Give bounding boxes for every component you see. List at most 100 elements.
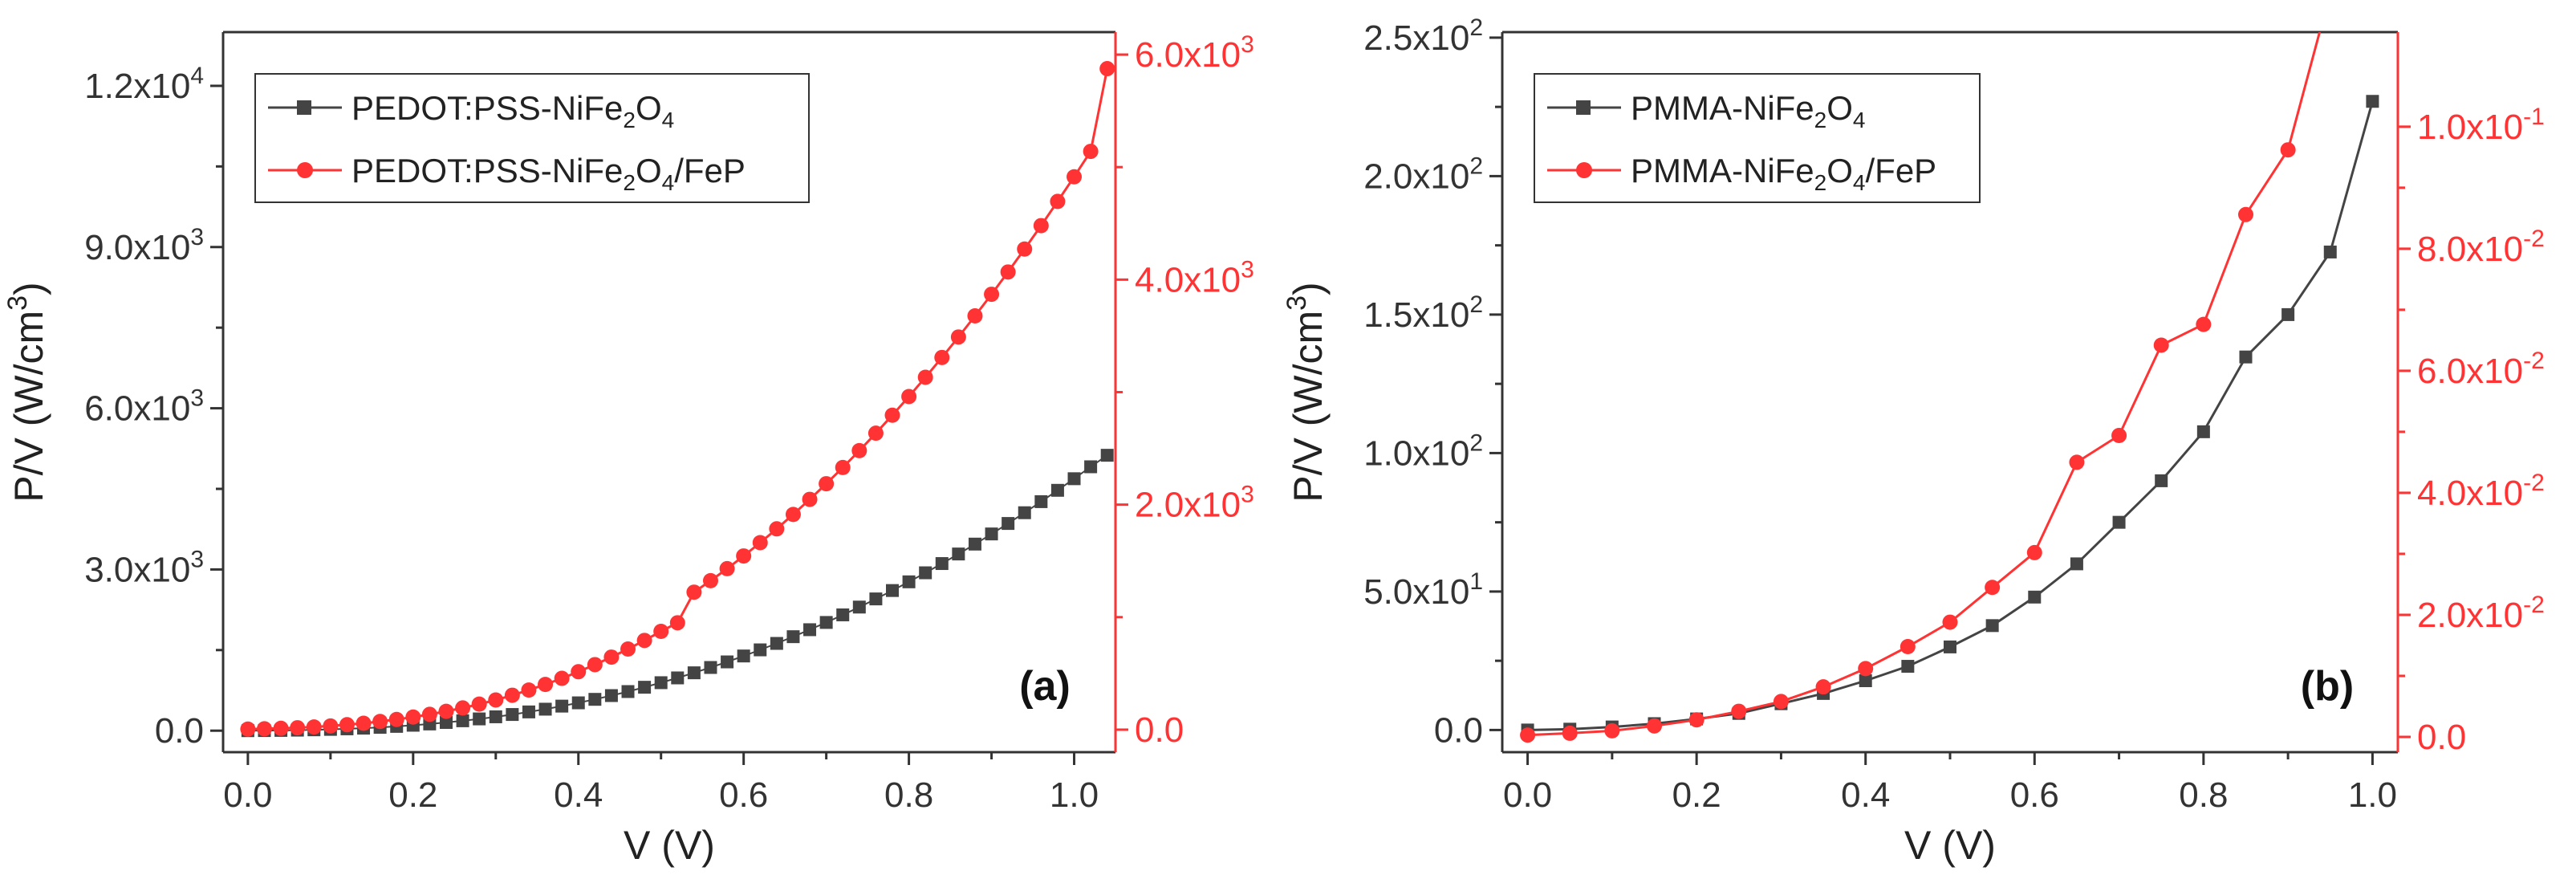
y-tick-label-left: 2.0x102	[1363, 153, 1483, 196]
data-point-circle	[554, 670, 570, 686]
legend-name: PMMA-NiFe	[1631, 152, 1814, 189]
data-point-square	[621, 685, 635, 698]
data-point-circle	[2237, 206, 2253, 222]
y-label-close: )	[6, 282, 51, 295]
data-point-square	[786, 630, 800, 644]
y-tick-label-right: 2.0x103	[1135, 482, 1254, 525]
y-label-superscript: 3	[2, 295, 33, 311]
tick-mantissa: 1.2x10	[84, 67, 190, 106]
data-point-circle	[867, 425, 884, 442]
x-tick-label: 0.0	[223, 775, 272, 815]
data-point-circle	[1520, 727, 1536, 743]
data-point-circle	[488, 692, 504, 708]
data-layer	[240, 61, 1115, 738]
legend-subscript: 4	[1853, 108, 1866, 132]
data-point-square	[803, 623, 817, 637]
tick-exponent: -2	[2523, 592, 2545, 618]
legend-name-tail: /FeP	[674, 152, 746, 189]
data-point-square	[721, 655, 734, 669]
legend-name-tail: /FeP	[1866, 152, 1937, 189]
legend-subscript: 4	[662, 170, 675, 195]
data-point-circle	[819, 476, 835, 492]
data-point-circle	[603, 649, 620, 665]
tick-exponent: -1	[2523, 104, 2545, 130]
data-point-square	[886, 584, 899, 597]
data-point-square	[1084, 460, 1098, 474]
chart-panel-b: 0.0 0.2 0.4 0.6 0.8 1.00.05.0x1011.0x1021.5x1…	[1282, 14, 2545, 868]
tick-mantissa: 3.0x10	[84, 550, 190, 589]
data-point-square	[555, 699, 569, 713]
data-point-circle	[1942, 614, 1958, 630]
y-tick-label-right: 8.0x10-2	[2417, 226, 2545, 269]
legend-box	[1534, 73, 1981, 203]
data-point-circle	[1050, 193, 1066, 210]
legend-subscript: 4	[662, 108, 675, 132]
x-tick-label: 0.4	[554, 775, 603, 815]
data-point-square	[836, 608, 850, 621]
data-point-circle	[984, 287, 1000, 303]
data-point-circle	[769, 521, 785, 537]
legend-marker-circle	[297, 162, 313, 178]
data-point-circle	[1688, 712, 1704, 728]
data-point-square	[1859, 673, 1872, 687]
data-point-square	[687, 666, 701, 680]
y-label-close: )	[1286, 282, 1331, 295]
legend-label: PMMA-NiFe2O4	[1631, 89, 1866, 132]
panel-label: (a)	[1019, 663, 1071, 710]
data-point-circle	[2196, 316, 2212, 332]
tick-mantissa: 2.0x10	[1135, 486, 1241, 525]
data-point-square	[968, 537, 981, 551]
y-axis-label: P/V (W/cm3)	[2, 282, 51, 502]
data-point-square	[571, 696, 585, 710]
x-tick-label: 0.4	[1841, 775, 1890, 815]
tick-exponent: 3	[1241, 482, 1254, 508]
tick-exponent: 3	[190, 385, 204, 412]
data-point-square	[456, 714, 469, 727]
data-point-square	[2281, 307, 2295, 321]
data-point-circle	[851, 442, 867, 458]
legend-marker-square	[1576, 100, 1591, 115]
data-point-circle	[455, 700, 471, 716]
data-point-circle	[504, 687, 520, 703]
data-point-square	[2239, 350, 2253, 364]
data-point-square	[1067, 472, 1081, 486]
data-point-circle	[571, 664, 587, 680]
y-tick-label-right: 0.0	[2417, 718, 2466, 757]
data-point-square	[1034, 494, 1048, 508]
data-point-circle	[785, 507, 801, 523]
tick-mantissa: 2.5x10	[1363, 18, 1469, 58]
tick-mantissa: 4.0x10	[1135, 260, 1241, 299]
tick-mantissa: 6.0x10	[84, 389, 190, 429]
data-point-circle	[917, 369, 933, 385]
tick-mantissa: 8.0x10	[2417, 230, 2523, 269]
x-tick-label: 0.8	[884, 775, 933, 815]
data-point-circle	[388, 711, 404, 727]
data-point-square	[2028, 590, 2042, 604]
data-point-circle	[290, 720, 306, 736]
data-point-circle	[2111, 427, 2127, 443]
data-point-circle	[1000, 264, 1016, 280]
tick-mantissa: 9.0x10	[84, 228, 190, 267]
legend-subscript: 4	[1853, 170, 1866, 195]
data-point-square	[754, 643, 767, 657]
data-point-circle	[521, 682, 537, 698]
data-point-circle	[587, 657, 603, 673]
data-point-circle	[2280, 142, 2296, 158]
data-point-square	[654, 676, 668, 690]
x-tick-label: 1.0	[2348, 775, 2397, 815]
data-point-circle	[471, 696, 487, 712]
data-point-circle	[1731, 703, 1747, 719]
data-point-square	[489, 710, 502, 723]
tick-exponent: 2	[1469, 14, 1483, 41]
data-point-square	[538, 702, 552, 716]
data-point-circle	[2069, 454, 2085, 470]
data-point-square	[440, 715, 453, 729]
data-point-square	[506, 708, 519, 722]
data-point-square	[2112, 515, 2126, 529]
data-point-circle	[1099, 61, 1115, 77]
legend-box	[254, 73, 810, 203]
data-point-circle	[802, 491, 818, 507]
tick-mantissa: 0.0	[2417, 718, 2466, 757]
legend-subscript: 2	[623, 108, 636, 132]
